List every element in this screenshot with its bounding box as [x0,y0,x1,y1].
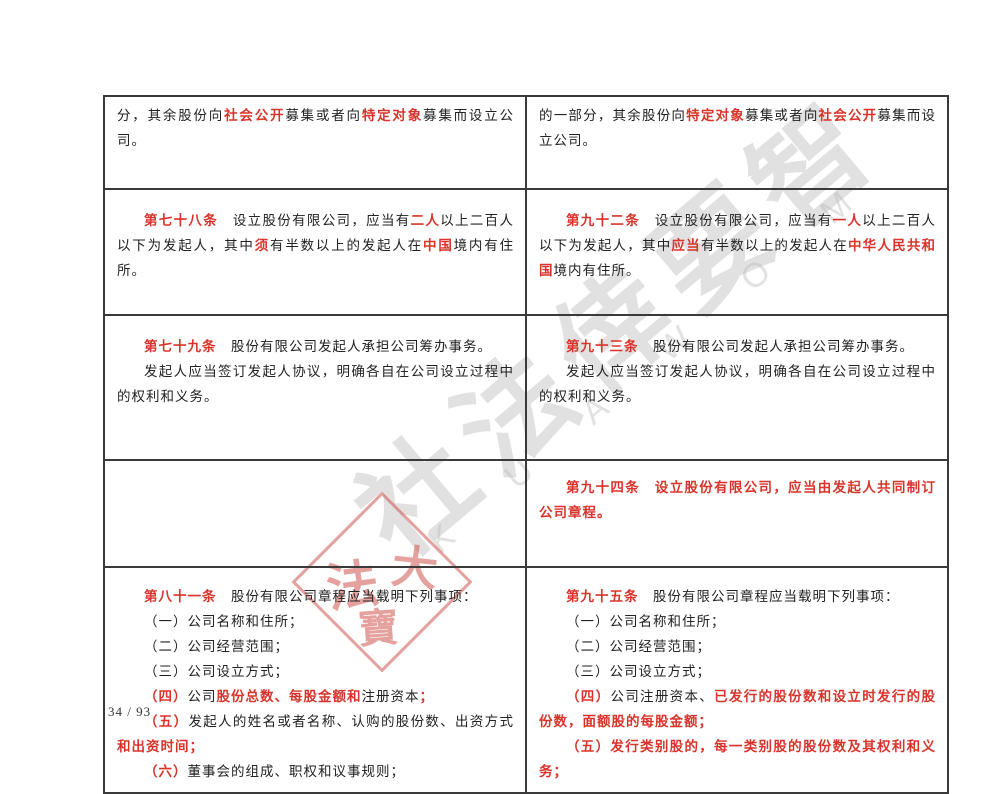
paragraph: （二）公司经营范围； [539,634,936,659]
cell-right-row-5: 第九十五条 股份有限公司章程应当载明下列事项： （一）公司名称和住所； （二）公司经… [525,566,949,794]
paragraph: （二）公司经营范围； [117,634,514,659]
cell-left-row-3: 第七十九条 股份有限公司发起人承担公司筹办事务。发起人应当签订发起人协议，明确各… [103,314,527,461]
paragraph: 分，其余股份向社会公开募集或者向特定对象募集而设立公司。 [117,103,514,153]
body-text: （一）公司名称和住所； [144,614,304,629]
emphasis-red-text: 第七十八条 [144,213,219,228]
paragraph: （三）公司设立方式； [117,659,514,684]
paragraph: （一）公司名称和住所； [117,609,514,634]
comparison-table-body: 分，其余股份向社会公开募集或者向特定对象募集而设立公司。 的一部分，其余股份向特定… [103,95,949,794]
body-text: 发起人的姓名或者名称、认购的股份数、出资方式 [188,714,514,729]
paragraph: 第八十一条 股份有限公司章程应当载明下列事项： [117,584,514,609]
table-row-3: 第七十九条 股份有限公司发起人承担公司筹办事务。 发起人应当签订发起人协议，明确各… [103,314,949,461]
emphasis-red-text: 第九十二条 [566,213,641,228]
emphasis-red-text: 社会公开 [818,108,878,123]
body-text: （二）公司经营范围； [566,639,711,654]
emphasis-red-text: 一人 [832,213,863,228]
emphasis-red-text: 第九十五条 [566,589,639,604]
cell-left-row-1: 分，其余股份向社会公开募集或者向特定对象募集而设立公司。 [103,95,527,190]
paragraph: （四）公司股份总数、每股金额和注册资本； [117,684,514,709]
body-text: 募集而设立公司。 [539,108,937,148]
body-text: 以上二百人以下为发起人，其中 [539,213,936,253]
emphasis-red-text: （五）发行类别股的，每一类别股的股份数及其权利和义务； [539,739,936,779]
emphasis-red-text: 第七十九条 [144,339,217,354]
body-text: 募集或者向 [744,108,819,123]
emphasis-red-text: 第九十四条 [566,480,641,495]
paragraph: 第九十二条 设立股份有限公司，应当有一人以上二百人以下为发起人，其中应当有半数以… [539,208,936,283]
paragraph: （一）公司名称和住所； [539,609,936,634]
body-text: 股份有限公司章程应当载明下列事项： [216,589,478,604]
body-text: （三）公司设立方式； [566,664,711,679]
body-text: 募集而设立公司。 [117,108,515,148]
body-text: 的一部分，其余股份向 [539,108,687,123]
body-text: 股份有限公司发起人承担公司筹办事务。 [216,339,492,354]
emphasis-red-text: 已发行的股份数和设立时发行的股份数，面额股的每股金额； [539,689,936,729]
body-text: 注册资本 [361,689,420,704]
body-text: 有半数以上的发起人在 [700,238,848,253]
paragraph: （四）公司注册资本、已发行的股份数和设立时发行的股份数，面额股的每股金额； [539,684,936,734]
body-text: 设立股份有限公司，应当有 [640,213,833,228]
cell-right-row-2: 第九十二条 设立股份有限公司，应当有一人以上二百人以下为发起人，其中应当有半数以… [525,188,949,316]
emphasis-red-text: 应当 [671,238,701,253]
emphasis-red-text: 设立股份有限公司，应当由发起人共同制订公司章程。 [539,480,936,520]
comparison-table: 分，其余股份向社会公开募集或者向特定对象募集而设立公司。 的一部分，其余股份向特定… [103,95,949,794]
table-row-4: 第九十四条 设立股份有限公司，应当由发起人共同制订公司章程。 [103,459,949,568]
paragraph: （五）发行类别股的，每一类别股的股份数及其权利和义务； [539,734,936,784]
paragraph: 第七十九条 股份有限公司发起人承担公司筹办事务。 [117,334,514,359]
body-text: 分，其余股份向 [117,108,225,123]
body-text: 发起人应当签订发起人协议，明确各自在公司设立过程中的权利和义务。 [117,364,514,404]
body-text: 设立股份有限公司，应当有 [218,213,411,228]
cell-right-row-4: 第九十四条 设立股份有限公司，应当由发起人共同制订公司章程。 [525,459,949,568]
table-row-5: 第八十一条 股份有限公司章程应当载明下列事项： （一）公司名称和住所； （二）公司经… [103,566,949,794]
body-text: 股份有限公司章程应当载明下列事项： [638,589,900,604]
cell-right-row-1: 的一部分，其余股份向特定对象募集或者向社会公开募集而设立公司。 [525,95,949,190]
emphasis-red-text: ； [419,689,434,704]
emphasis-red-text: 和出资时间； [117,739,204,754]
body-text: （二）公司经营范围； [144,639,289,654]
emphasis-red-text: 特定对象 [686,108,745,123]
emphasis-red-text: 第九十三条 [566,339,639,354]
emphasis-red-text: 二人 [410,213,441,228]
cell-left-row-2: 第七十八条 设立股份有限公司，应当有二人以上二百人以下为发起人，其中须有半数以上… [103,188,527,316]
emphasis-red-text: （五） [144,714,189,729]
emphasis-red-text: （四） [144,689,188,704]
body-text: 以上二百人以下为发起人，其中 [117,213,514,253]
body-text: （一）公司名称和住所； [566,614,726,629]
emphasis-red-text: 中国 [423,238,454,253]
paragraph: （五）发起人的姓名或者名称、认购的股份数、出资方式和出资时间； [117,709,514,759]
body-text: 公司注册资本、 [610,689,715,704]
emphasis-red-text: 社会公开 [224,108,286,123]
body-text: 境内有住所。 [553,263,641,278]
paragraph: 第九十五条 股份有限公司章程应当载明下列事项： [539,584,936,609]
body-text: （三）公司设立方式； [144,664,289,679]
paragraph: 发起人应当签订发起人协议，明确各自在公司设立过程中的权利和义务。 [117,359,514,409]
emphasis-red-text: 第八十一条 [144,589,217,604]
paragraph: 第七十八条 设立股份有限公司，应当有二人以上二百人以下为发起人，其中须有半数以上… [117,208,514,283]
table-row-1: 分，其余股份向社会公开募集或者向特定对象募集而设立公司。 的一部分，其余股份向特定… [103,95,949,190]
body-text: 募集或者向 [285,108,362,123]
paragraph: （三）公司设立方式； [539,659,936,684]
body-text: 发起人应当签订发起人协议，明确各自在公司设立过程中的权利和义务。 [539,364,936,404]
emphasis-red-text: 股份总数、每股金额和 [216,689,362,704]
paragraph: 的一部分，其余股份向特定对象募集或者向社会公开募集而设立公司。 [539,103,936,153]
paragraph: 发起人应当签订发起人协议，明确各自在公司设立过程中的权利和义务。 [539,359,936,409]
emphasis-red-text: （四） [566,689,611,704]
body-text: 境内有住所。 [117,238,515,278]
cell-left-row-4 [103,459,527,568]
emphasis-red-text: 须 [254,238,271,253]
body-text: 公司 [187,689,217,704]
page-number: 34 / 93 [108,704,152,719]
emphasis-red-text: 中华人民共和国 [539,238,937,278]
table-row-2: 第七十八条 设立股份有限公司，应当有二人以上二百人以下为发起人，其中须有半数以上… [103,188,949,316]
paragraph: 第九十三条 股份有限公司发起人承担公司筹办事务。 [539,334,936,359]
cell-left-row-5: 第八十一条 股份有限公司章程应当载明下列事项： （一）公司名称和住所； （二）公司经… [103,566,527,794]
paragraph: 第九十四条 设立股份有限公司，应当由发起人共同制订公司章程。 [539,475,936,525]
body-text: 有半数以上的发起人在 [270,238,424,253]
emphasis-red-text: 特定对象 [361,108,424,123]
body-text: 股份有限公司发起人承担公司筹办事务。 [638,339,914,354]
cell-right-row-3: 第九十三条 股份有限公司发起人承担公司筹办事务。发起人应当签订发起人协议，明确各… [525,314,949,461]
